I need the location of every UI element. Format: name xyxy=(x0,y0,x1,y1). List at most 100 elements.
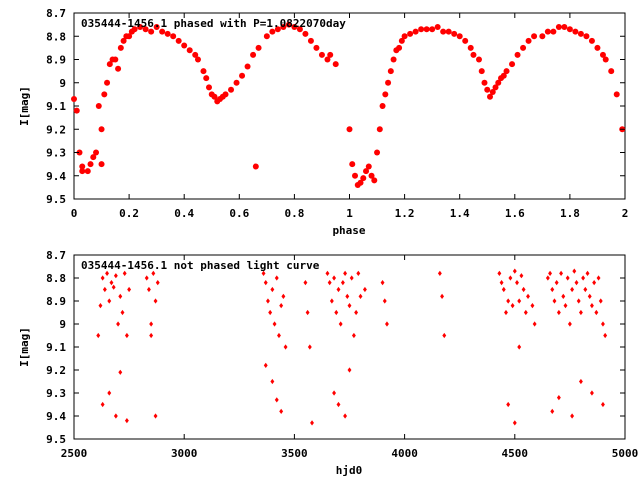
phased-y-tick-label: 8.9 xyxy=(46,54,66,67)
phased-data-point xyxy=(566,26,573,33)
phased-data-point xyxy=(376,126,383,133)
phased-data-point xyxy=(296,26,303,33)
unphased-data-point xyxy=(329,298,334,304)
unphased-data-point xyxy=(574,280,579,286)
phased-data-point xyxy=(352,172,359,179)
phased-plot-points xyxy=(71,21,626,189)
phased-plot-title: 035444-1456.1 phased with P=1.0822070day xyxy=(81,17,346,30)
phased-data-point xyxy=(307,37,314,44)
phased-y-tick-label: 8.7 xyxy=(46,7,66,20)
phased-data-point xyxy=(327,51,334,58)
unphased-x-tick-label: 2500 xyxy=(61,447,88,460)
unphased-data-point xyxy=(532,321,537,327)
phased-data-point xyxy=(487,93,494,100)
phased-data-point xyxy=(387,68,394,75)
phased-data-point xyxy=(252,163,259,170)
unphased-data-point xyxy=(100,401,105,408)
unphased-data-point xyxy=(124,418,129,424)
phased-data-point xyxy=(470,51,477,58)
phased-data-point xyxy=(481,79,488,86)
unphased-data-point xyxy=(127,286,132,293)
unphased-data-point xyxy=(283,344,288,350)
unphased-data-point xyxy=(327,280,332,286)
unphased-data-point xyxy=(116,321,121,327)
unphased-plot-y-ticks: 8.7 8.8 8.9 9 9.1 9.2 9.3 9.4 9.5 xyxy=(46,249,625,446)
phased-data-point xyxy=(192,51,199,58)
phased-data-point xyxy=(445,28,452,35)
phased-data-point xyxy=(120,37,127,44)
phased-data-point xyxy=(495,79,502,86)
phased-data-point xyxy=(509,61,516,68)
phased-plot-x-axis-label: phase xyxy=(332,224,365,237)
unphased-y-tick-label: 9 xyxy=(59,318,66,331)
unphased-data-point xyxy=(356,270,361,276)
phased-y-tick-label: 9.4 xyxy=(46,170,66,183)
unphased-data-point xyxy=(362,286,367,293)
phased-data-point xyxy=(583,33,590,40)
unphased-data-point xyxy=(118,293,123,299)
phased-data-point xyxy=(544,28,551,35)
unphased-data-point xyxy=(380,280,385,286)
phased-y-tick-label: 9.2 xyxy=(46,123,66,136)
unphased-data-point xyxy=(332,390,337,396)
phased-data-point xyxy=(255,44,262,51)
unphased-data-point xyxy=(274,275,279,281)
unphased-data-point xyxy=(268,309,273,316)
phased-data-point xyxy=(318,51,325,58)
unphased-data-point xyxy=(512,420,517,426)
unphased-data-point xyxy=(570,286,575,293)
phased-data-point xyxy=(531,33,538,40)
phased-data-point xyxy=(263,33,270,40)
unphased-data-point xyxy=(266,298,270,304)
unphased-y-tick-label: 9.2 xyxy=(46,364,66,377)
phased-data-point xyxy=(440,28,447,35)
unphased-data-point xyxy=(567,321,572,327)
unphased-data-point xyxy=(96,332,101,339)
unphased-data-point xyxy=(594,309,599,316)
phased-data-point xyxy=(274,26,281,33)
unphased-data-point xyxy=(305,309,310,316)
phased-data-point xyxy=(520,44,527,51)
unphased-data-point xyxy=(517,298,522,304)
unphased-data-point xyxy=(151,270,156,276)
unphased-data-point xyxy=(277,332,281,339)
phased-data-point xyxy=(555,23,562,30)
unphased-data-point xyxy=(506,401,511,408)
unphased-data-point xyxy=(149,321,154,327)
phased-data-point xyxy=(101,91,108,98)
unphased-data-point xyxy=(587,293,592,299)
phased-x-tick-label: 1.8 xyxy=(560,207,580,220)
unphased-data-point xyxy=(598,298,603,304)
phased-data-point xyxy=(200,68,207,75)
phased-data-point xyxy=(269,28,276,35)
unphased-data-point xyxy=(149,332,154,339)
phased-x-tick-label: 1.4 xyxy=(450,207,470,220)
unphased-data-point xyxy=(336,401,341,408)
unphased-data-point xyxy=(279,408,284,414)
unphased-data-point xyxy=(592,280,597,286)
unphased-data-point xyxy=(345,293,350,299)
unphased-data-point xyxy=(351,332,356,339)
unphased-plot-x-axis-label: hjd0 xyxy=(336,464,363,477)
phased-data-point xyxy=(599,51,606,58)
unphased-x-tick-label: 5000 xyxy=(612,447,639,460)
unphased-data-point xyxy=(118,369,123,375)
phased-x-tick-label: 0.8 xyxy=(284,207,304,220)
phased-data-point xyxy=(211,93,218,100)
unphased-x-tick-label: 4000 xyxy=(391,447,418,460)
phased-data-point xyxy=(349,161,356,168)
phased-data-point xyxy=(244,63,251,70)
unphased-data-point xyxy=(504,309,508,316)
unphased-data-point xyxy=(440,293,445,299)
phased-data-point xyxy=(594,44,601,51)
unphased-data-point xyxy=(109,280,114,286)
phased-data-point xyxy=(159,28,166,35)
unphased-y-tick-label: 9.3 xyxy=(46,387,66,400)
phased-data-point xyxy=(462,37,469,44)
unphased-data-point xyxy=(358,293,363,299)
phased-data-point xyxy=(302,30,309,37)
phased-data-point xyxy=(451,30,458,37)
phased-data-point xyxy=(126,33,133,40)
phased-data-point xyxy=(385,79,392,86)
unphased-data-point xyxy=(589,303,594,309)
